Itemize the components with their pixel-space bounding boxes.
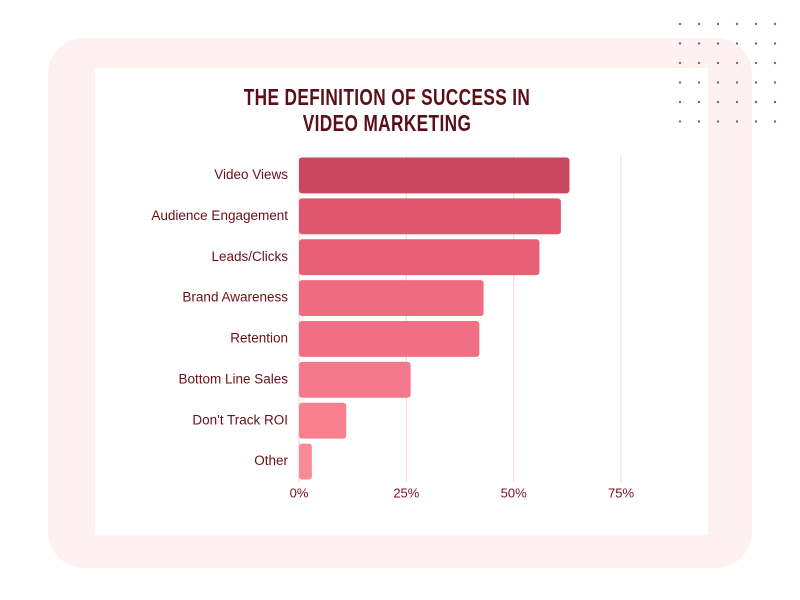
y-tick-label: Brand Awareness [182, 290, 288, 305]
bar [299, 239, 540, 276]
dot [735, 22, 739, 26]
bar [299, 320, 480, 357]
dot [754, 22, 758, 26]
y-tick-label: Video Views [214, 167, 288, 182]
y-tick-label: Don't Track ROI [192, 412, 288, 427]
dot [773, 61, 777, 65]
chart-title: THE DEFINITION OF SUCCESS IN VIDEO MARKE… [243, 84, 531, 136]
dot [697, 42, 701, 45]
dot [735, 120, 739, 123]
bar [299, 198, 561, 235]
dot [678, 22, 682, 26]
bar [299, 361, 411, 398]
x-tick-label: 50% [501, 485, 527, 500]
dot [735, 61, 739, 65]
dot [678, 120, 682, 123]
dot [716, 81, 720, 84]
y-tick-label: Audience Engagement [151, 208, 288, 223]
dot [773, 100, 777, 104]
dot [773, 120, 777, 123]
y-tick-label: Leads/Clicks [211, 249, 288, 264]
dot [678, 61, 682, 65]
dot [735, 42, 739, 45]
x-tick-label: 25% [393, 485, 419, 500]
y-tick-label: Retention [230, 331, 288, 346]
bar [299, 157, 570, 194]
dot [735, 100, 739, 104]
bar [299, 402, 347, 439]
dot [773, 42, 777, 45]
bar [299, 443, 312, 480]
dot [716, 120, 720, 123]
bar [299, 280, 484, 317]
dot [716, 61, 720, 65]
dot [697, 81, 701, 84]
y-tick-label: Other [254, 453, 288, 468]
y-tick-label: Bottom Line Sales [178, 371, 288, 386]
dot [716, 42, 720, 45]
dot [735, 81, 739, 84]
dot [754, 61, 758, 65]
x-tick-label: 0% [290, 485, 309, 500]
dot [697, 120, 701, 123]
dot [754, 120, 758, 123]
dot [697, 61, 701, 65]
dot-pattern [678, 22, 777, 123]
dot [716, 22, 720, 26]
dot [678, 81, 682, 84]
dot [716, 100, 720, 104]
dot [697, 100, 701, 104]
dot [754, 81, 758, 84]
dot [678, 42, 682, 45]
dot [773, 22, 777, 26]
dot [678, 100, 682, 104]
dot [697, 22, 701, 26]
dot [754, 100, 758, 104]
dot [773, 81, 777, 84]
dot [754, 42, 758, 45]
x-tick-label: 75% [608, 485, 634, 500]
